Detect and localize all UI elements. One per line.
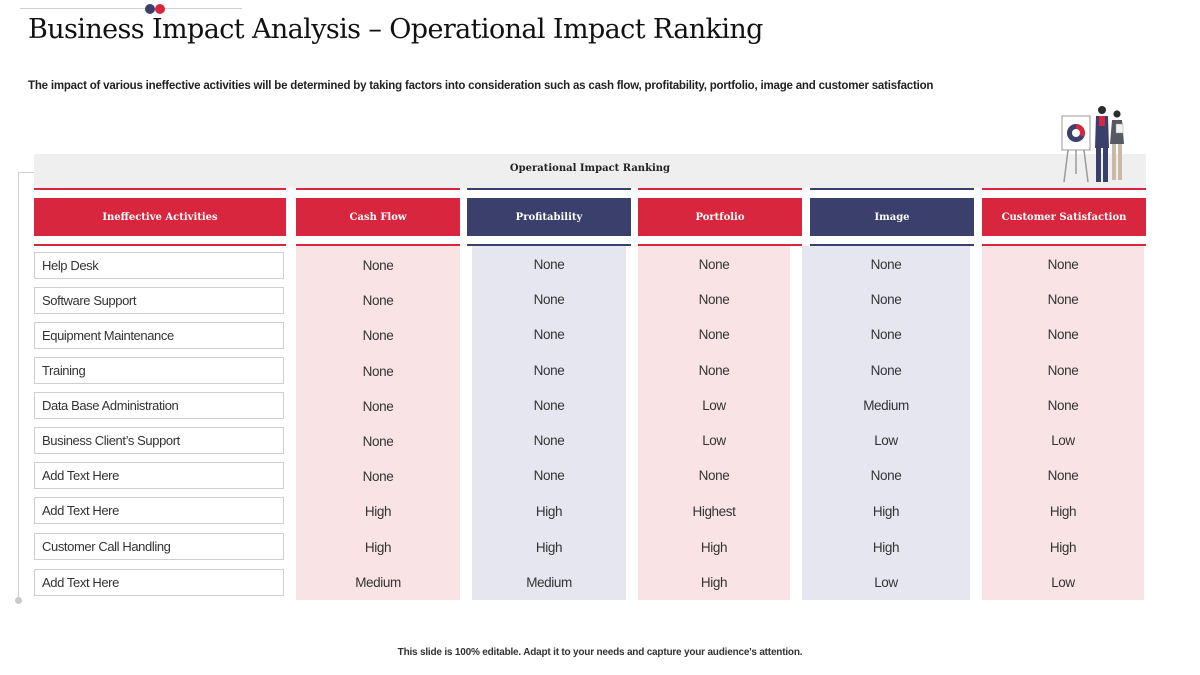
image-value: None <box>870 327 902 342</box>
activity-cell: Training <box>34 357 284 384</box>
footer-note: This slide is 100% editable. Adapt it to… <box>397 647 803 658</box>
profitability-value: None <box>533 363 565 378</box>
cash-flow-value: High <box>364 504 392 519</box>
cash-flow-value: None <box>362 469 394 484</box>
column-bg-cash-flow <box>296 246 460 600</box>
profitability-value: None <box>533 433 565 448</box>
activity-cell: Add Text Here <box>34 569 284 596</box>
decorative-dot-red <box>155 4 165 14</box>
table-banner: Operational Impact Ranking <box>34 154 1146 188</box>
cash-flow-value: None <box>362 328 394 343</box>
profitability-value: None <box>533 327 565 342</box>
cash-flow-value: High <box>364 540 392 555</box>
image-value: None <box>870 257 902 272</box>
portfolio-value: Highest <box>692 504 736 519</box>
customer-satisfaction-value: High <box>1049 504 1077 519</box>
activity-cell: Equipment Maintenance <box>34 322 284 349</box>
column-bg-image <box>802 246 970 600</box>
customer-satisfaction-value: None <box>1047 468 1079 483</box>
activity-cell: Data Base Administration <box>34 392 284 419</box>
customer-satisfaction-value: None <box>1047 292 1079 307</box>
activity-cell: Customer Call Handling <box>34 533 284 560</box>
profitability-value: High <box>535 540 563 555</box>
portfolio-value: None <box>698 257 730 272</box>
profitability-value: None <box>533 398 565 413</box>
portfolio-value: None <box>698 292 730 307</box>
image-value: None <box>870 292 902 307</box>
decorative-line-top <box>20 8 242 9</box>
portfolio-value: Low <box>702 398 726 413</box>
presentation-people-icon <box>1061 106 1124 183</box>
portfolio-value: None <box>698 327 730 342</box>
customer-satisfaction-value: Low <box>1051 433 1075 448</box>
image-value: Low <box>874 575 898 590</box>
cash-flow-value: None <box>362 258 394 273</box>
page-title: Business Impact Analysis – Operational I… <box>28 14 763 45</box>
decorative-line-connector <box>18 172 34 173</box>
activity-cell: Add Text Here <box>34 462 284 489</box>
column-bg-portfolio <box>638 246 790 600</box>
banner-title: Operational Impact Ranking <box>509 163 671 174</box>
customer-satisfaction-value: None <box>1047 327 1079 342</box>
portfolio-value: Low <box>702 433 726 448</box>
image-value: Medium <box>863 398 909 413</box>
cash-flow-value: None <box>362 399 394 414</box>
image-value: High <box>872 504 900 519</box>
customer-satisfaction-value: None <box>1047 398 1079 413</box>
decorative-dot-bottom <box>15 597 22 604</box>
image-value: None <box>870 363 902 378</box>
image-value: None <box>870 468 902 483</box>
portfolio-value: None <box>698 468 730 483</box>
decorative-line-left <box>18 172 19 600</box>
cash-flow-value: None <box>362 364 394 379</box>
customer-satisfaction-value: Low <box>1051 575 1075 590</box>
activity-cell: Business Client’s Support <box>34 427 284 454</box>
page-subtitle: The impact of various ineffective activi… <box>28 80 934 92</box>
customer-satisfaction-value: None <box>1047 257 1079 272</box>
cash-flow-value: Medium <box>355 575 401 590</box>
activity-cell: Add Text Here <box>34 497 284 524</box>
customer-satisfaction-value: High <box>1049 540 1077 555</box>
profitability-value: None <box>533 468 565 483</box>
image-value: Low <box>874 433 898 448</box>
profitability-value: None <box>533 292 565 307</box>
profitability-value: High <box>535 504 563 519</box>
portfolio-value: High <box>700 540 728 555</box>
image-value: High <box>872 540 900 555</box>
portfolio-value: None <box>698 363 730 378</box>
cash-flow-value: None <box>362 434 394 449</box>
portfolio-value: High <box>700 575 728 590</box>
profitability-value: None <box>533 257 565 272</box>
activity-cell: Help Desk <box>34 252 284 279</box>
cash-flow-value: None <box>362 293 394 308</box>
column-bg-customer-satisfaction <box>982 246 1144 600</box>
customer-satisfaction-value: None <box>1047 363 1079 378</box>
decorative-dot-navy <box>145 4 155 14</box>
profitability-value: Medium <box>526 575 572 590</box>
activity-cell: Software Support <box>34 287 284 314</box>
column-bg-profitability <box>472 246 626 600</box>
